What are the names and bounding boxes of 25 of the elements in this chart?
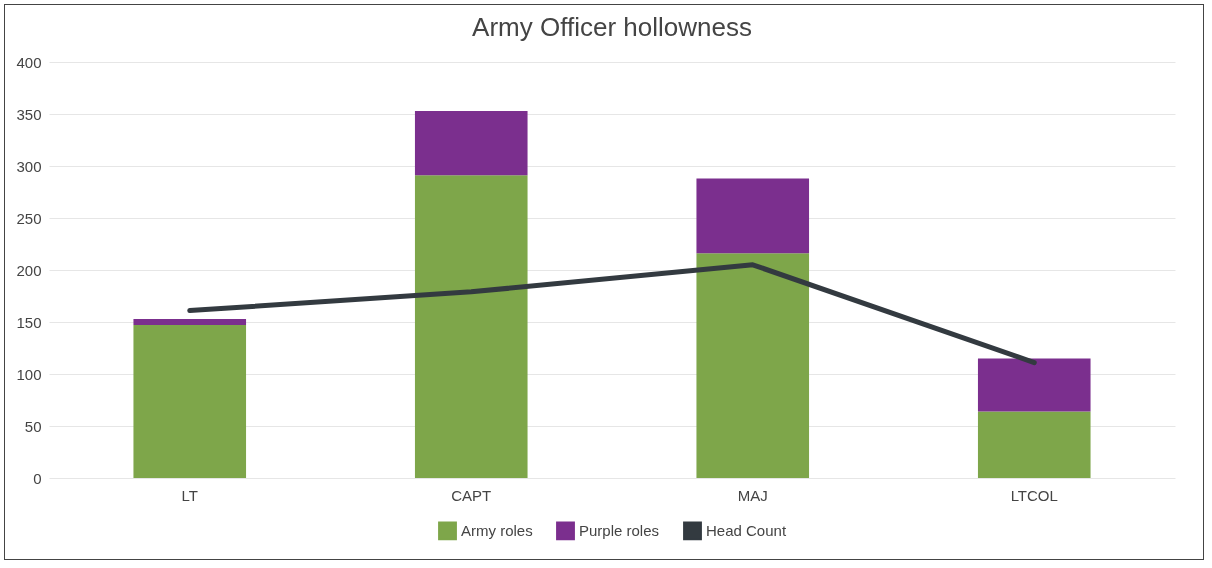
y-tick-label: 300 [16, 157, 42, 175]
legend-label: Purple roles [579, 521, 660, 539]
y-tick-label: 0 [33, 469, 42, 487]
x-tick-label: LTCOL [1010, 486, 1058, 504]
bar [133, 318, 247, 326]
x-tick-label: LT [181, 486, 198, 504]
x-tick-label: CAPT [451, 486, 492, 504]
bar [696, 178, 810, 254]
bar [977, 411, 1091, 478]
bar [977, 358, 1091, 412]
y-tick-label: 100 [16, 365, 42, 383]
bar [133, 325, 247, 478]
y-tick-label: 350 [16, 105, 42, 123]
y-tick-label: 150 [16, 313, 42, 331]
x-tick-label: MAJ [737, 486, 768, 504]
legend-label: Head Count [706, 521, 787, 539]
chart-title: Army Officer hollowness [472, 12, 752, 42]
y-tick-label: 400 [16, 53, 42, 71]
bar [696, 253, 810, 478]
y-tick-label: 250 [16, 209, 42, 227]
y-tick-label: 50 [24, 417, 42, 435]
legend-label: Army roles [461, 521, 533, 539]
y-tick-label: 200 [16, 261, 42, 279]
bar [414, 110, 528, 176]
bar [414, 175, 528, 478]
